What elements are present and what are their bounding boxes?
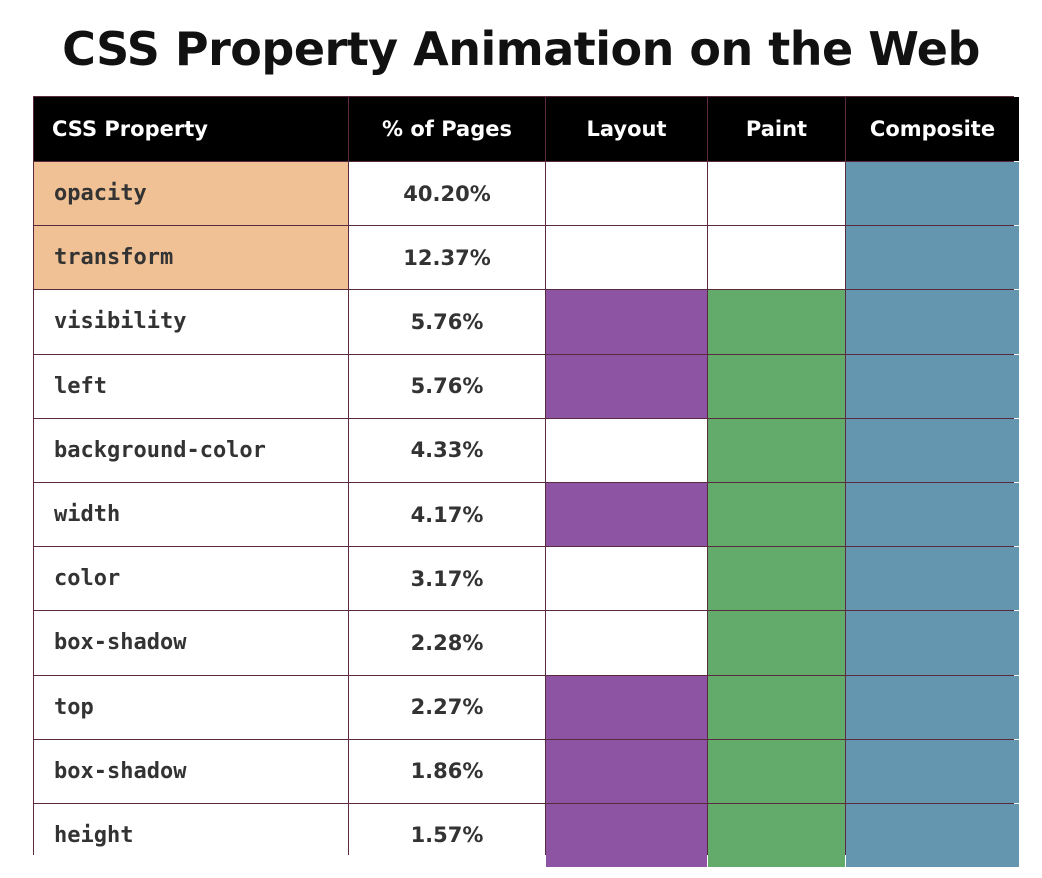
composite-cell xyxy=(846,226,1019,290)
percent-cell: 2.27% xyxy=(349,675,545,739)
property-cell: transform xyxy=(34,226,348,290)
percent-cell: 4.17% xyxy=(349,482,545,547)
percent-cell: 2.28% xyxy=(349,611,545,675)
layout-cell xyxy=(546,803,707,868)
layout-cell xyxy=(546,739,707,803)
layout-cell xyxy=(546,547,707,611)
paint-cell xyxy=(708,547,845,611)
property-cell: left xyxy=(34,354,348,418)
property-cell: color xyxy=(34,547,348,611)
composite-cell xyxy=(846,418,1019,482)
percent-cell: 5.76% xyxy=(349,290,545,354)
header-layout: Layout xyxy=(546,97,707,161)
header-composite: Composite xyxy=(846,97,1019,161)
chart-title: CSS Property Animation on the Web xyxy=(62,22,980,76)
percent-cell: 5.76% xyxy=(349,354,545,418)
layout-cell xyxy=(546,354,707,418)
composite-cell xyxy=(846,739,1019,803)
paint-cell xyxy=(708,482,845,547)
composite-cell xyxy=(846,675,1019,739)
header-css-property: CSS Property xyxy=(34,97,348,161)
layout-cell xyxy=(546,162,707,226)
property-cell: height xyxy=(34,803,348,868)
percent-cell: 4.33% xyxy=(349,418,545,482)
header-paint: Paint xyxy=(708,97,845,161)
percent-cell: 12.37% xyxy=(349,226,545,290)
paint-cell xyxy=(708,226,845,290)
property-cell: visibility xyxy=(34,290,348,354)
layout-cell xyxy=(546,611,707,675)
composite-cell xyxy=(846,547,1019,611)
paint-cell xyxy=(708,354,845,418)
percent-cell: 3.17% xyxy=(349,547,545,611)
paint-cell xyxy=(708,162,845,226)
paint-cell xyxy=(708,418,845,482)
paint-cell xyxy=(708,611,845,675)
paint-cell xyxy=(708,675,845,739)
paint-cell xyxy=(708,290,845,354)
composite-cell xyxy=(846,611,1019,675)
layout-cell xyxy=(546,226,707,290)
paint-cell xyxy=(708,739,845,803)
layout-cell xyxy=(546,418,707,482)
property-cell: box-shadow xyxy=(34,611,348,675)
paint-cell xyxy=(708,803,845,868)
property-cell: background-color xyxy=(34,418,348,482)
percent-cell: 1.57% xyxy=(349,803,545,868)
property-cell: box-shadow xyxy=(34,739,348,803)
layout-cell xyxy=(546,675,707,739)
percent-cell: 40.20% xyxy=(349,162,545,226)
property-cell: opacity xyxy=(34,162,348,226)
composite-cell xyxy=(846,803,1019,868)
composite-cell xyxy=(846,482,1019,547)
layout-cell xyxy=(546,290,707,354)
layout-cell xyxy=(546,482,707,547)
property-cell: width xyxy=(34,482,348,547)
composite-cell xyxy=(846,290,1019,354)
animation-table: CSS Property % of Pages Layout Paint Com… xyxy=(33,96,1019,868)
composite-cell xyxy=(846,162,1019,226)
percent-cell: 1.86% xyxy=(349,739,545,803)
header-percent-pages: % of Pages xyxy=(349,97,545,161)
property-cell: top xyxy=(34,675,348,739)
composite-cell xyxy=(846,354,1019,418)
